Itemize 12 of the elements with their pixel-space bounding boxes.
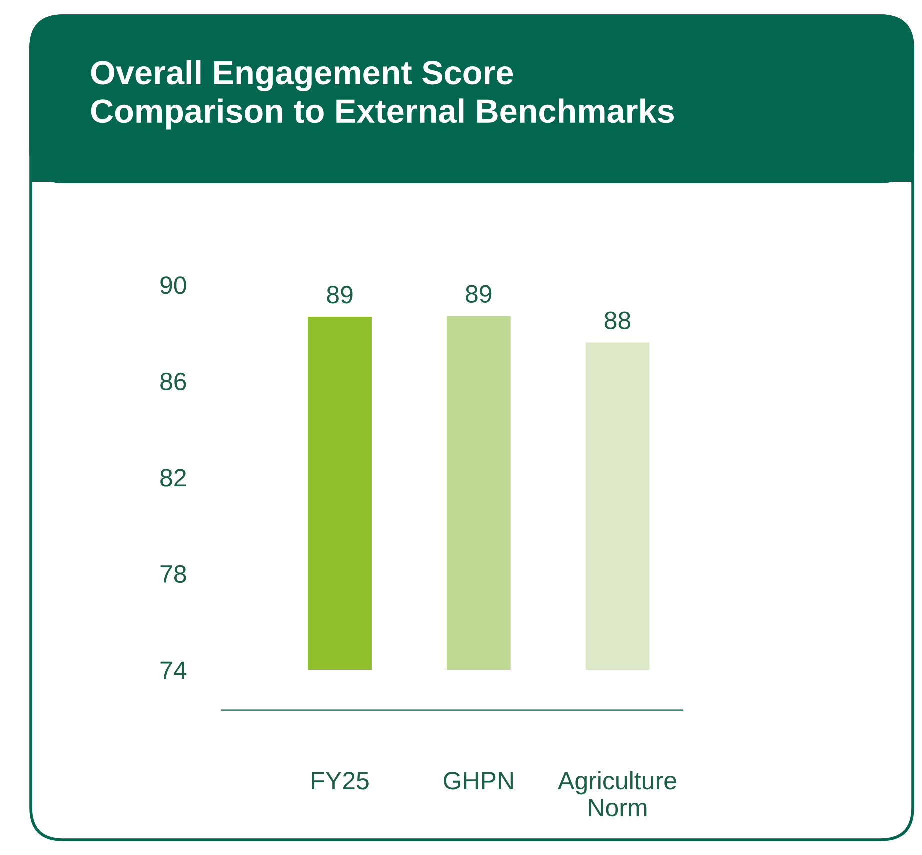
x-tick-label: Agriculture Norm — [558, 771, 676, 817]
data-label: 89 — [327, 286, 353, 304]
x-tick-label: FY25 — [312, 772, 369, 790]
y-tick-label: 74 — [160, 662, 187, 680]
y-tick-label: 82 — [160, 469, 186, 487]
chart-title: Overall Engagement Score Comparison to External Benchmarks — [91, 60, 674, 130]
x-tick-label: GHPN — [444, 772, 513, 790]
data-label: 88 — [604, 312, 631, 330]
y-tick-label: 86 — [160, 372, 186, 391]
y-tick-label: 78 — [160, 565, 186, 584]
y-tick-label: 90 — [160, 276, 186, 294]
data-label: 89 — [466, 285, 492, 304]
